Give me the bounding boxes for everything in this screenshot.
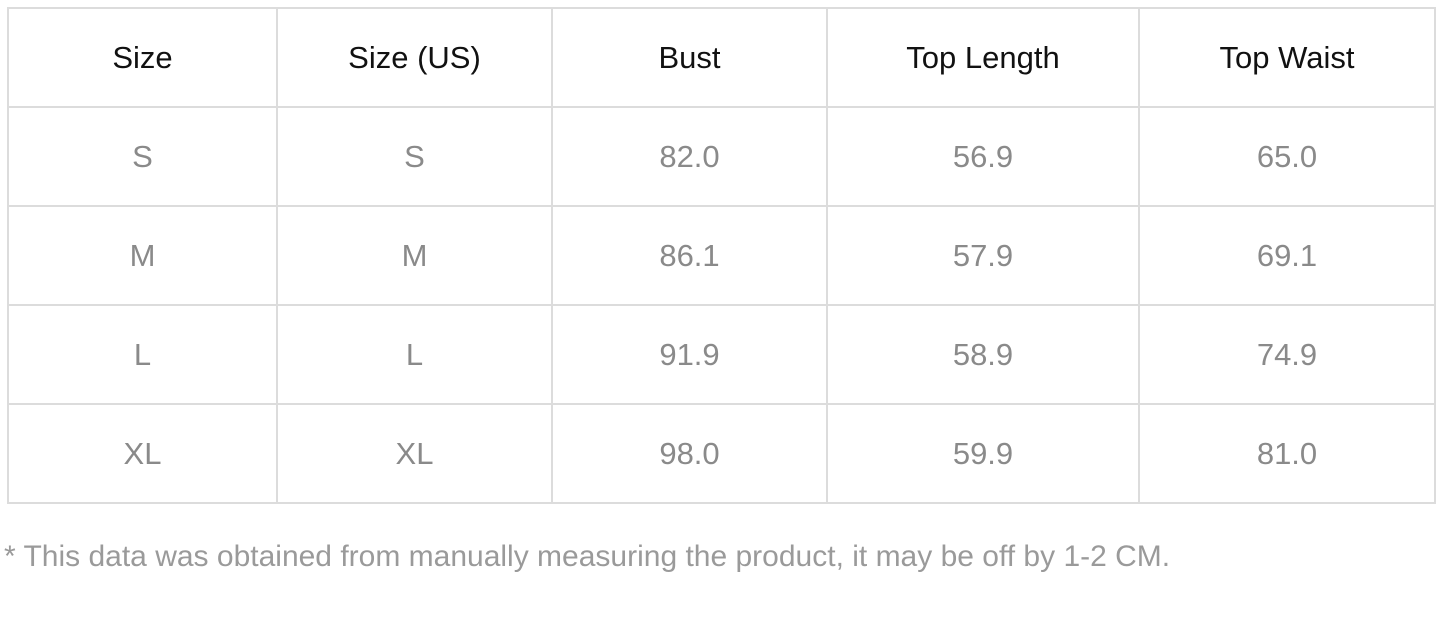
- size-chart-table: Size Size (US) Bust Top Length Top Waist…: [7, 7, 1436, 504]
- cell-top-length: 59.9: [826, 403, 1140, 504]
- cell-top-waist: 69.1: [1138, 205, 1436, 306]
- cell-size-us: L: [276, 304, 553, 405]
- cell-size-us: XL: [276, 403, 553, 504]
- cell-size: L: [7, 304, 278, 405]
- cell-bust: 82.0: [551, 106, 828, 207]
- header-top-length: Top Length: [826, 7, 1140, 108]
- cell-size: M: [7, 205, 278, 306]
- header-row: Size Size (US) Bust Top Length Top Waist: [7, 7, 1436, 108]
- cell-top-waist: 65.0: [1138, 106, 1436, 207]
- cell-top-length: 57.9: [826, 205, 1140, 306]
- cell-top-waist: 81.0: [1138, 403, 1436, 504]
- cell-bust: 98.0: [551, 403, 828, 504]
- cell-top-length: 56.9: [826, 106, 1140, 207]
- cell-bust: 86.1: [551, 205, 828, 306]
- header-size-us: Size (US): [276, 7, 553, 108]
- cell-top-length: 58.9: [826, 304, 1140, 405]
- cell-bust: 91.9: [551, 304, 828, 405]
- header-bust: Bust: [551, 7, 828, 108]
- header-size: Size: [7, 7, 278, 108]
- measurement-footnote: * This data was obtained from manually m…: [4, 540, 1171, 573]
- table-row: M M 86.1 57.9 69.1: [7, 205, 1436, 306]
- table-row: XL XL 98.0 59.9 81.0: [7, 403, 1436, 504]
- cell-top-waist: 74.9: [1138, 304, 1436, 405]
- cell-size: XL: [7, 403, 278, 504]
- table-row: S S 82.0 56.9 65.0: [7, 106, 1436, 207]
- table-row: L L 91.9 58.9 74.9: [7, 304, 1436, 405]
- cell-size-us: M: [276, 205, 553, 306]
- header-top-waist: Top Waist: [1138, 7, 1436, 108]
- cell-size: S: [7, 106, 278, 207]
- cell-size-us: S: [276, 106, 553, 207]
